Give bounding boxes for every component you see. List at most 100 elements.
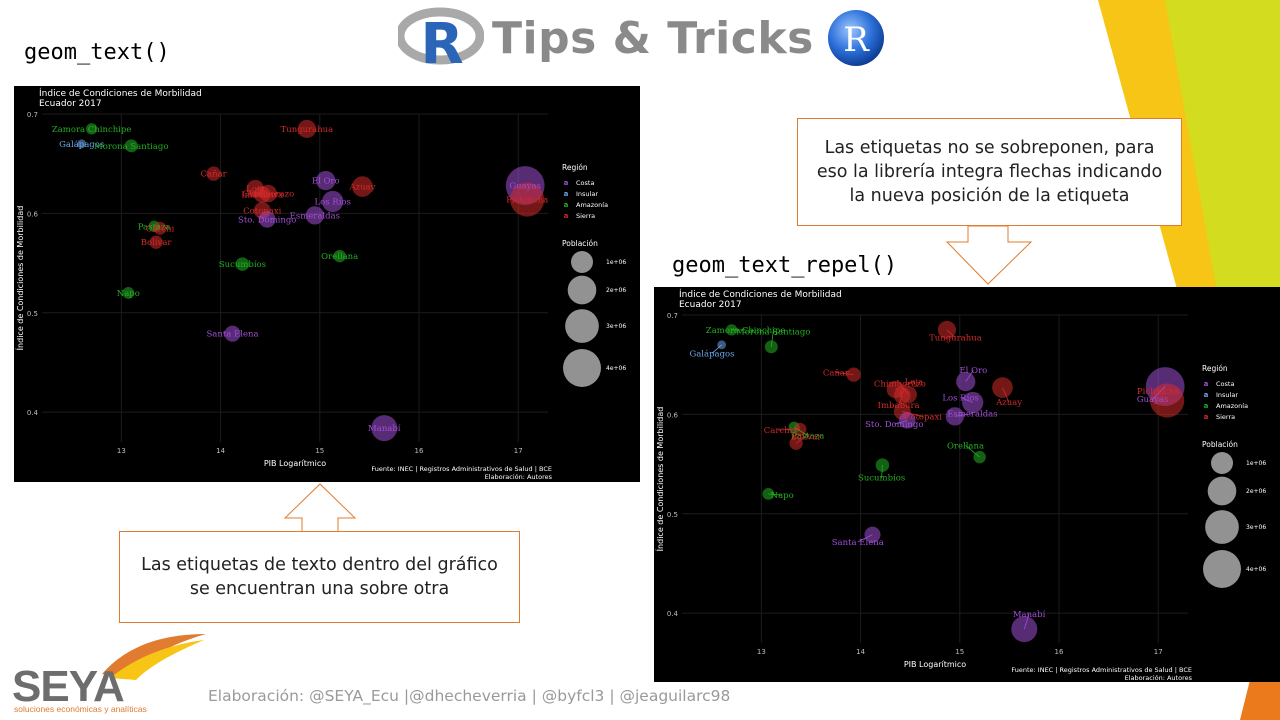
data-point (864, 526, 881, 543)
data-point (77, 139, 87, 149)
label-arrow (857, 534, 873, 543)
data-point (899, 385, 917, 404)
x-tick-label: 14 (216, 447, 225, 455)
legend-size-label: 3e+06 (1246, 524, 1266, 531)
point-label: Guayas (1137, 395, 1169, 405)
seya-logo: SEYA (12, 662, 125, 711)
label-arrow (778, 428, 801, 431)
data-point (510, 182, 545, 217)
chart-geom-text-repel: Índice de Condiciones de Morbilidad Ecuad… (654, 287, 1280, 682)
point-label: Santa Elena (832, 538, 884, 548)
label-arrow (1157, 390, 1168, 401)
point-label: Orellana (947, 441, 984, 451)
point-label: Esmeraldas (290, 211, 340, 221)
data-point (297, 119, 316, 139)
point-label: Chimborazo (242, 190, 294, 200)
slide-title: Tips & Tricks (492, 12, 814, 64)
x-tick-label: 17 (514, 447, 523, 455)
data-point (316, 170, 336, 191)
point-label: Morona Santiago (94, 142, 168, 152)
r-logo-icon: R (398, 7, 484, 70)
point-label: Guayas (509, 182, 541, 192)
point-label: Esmeraldas (947, 410, 997, 420)
point-label: Cañar (823, 368, 850, 378)
y-tick-label: 0.6 (667, 411, 679, 419)
point-label: Bolívar (141, 237, 173, 248)
chart-subtitle: Ecuador 2017 (679, 300, 742, 310)
data-point (258, 211, 276, 228)
legend-size-circle (1211, 452, 1233, 474)
legend-region-swatch: a (1204, 391, 1209, 399)
legend-size-circle (565, 309, 599, 343)
label-arrow (960, 397, 973, 403)
legend-size-label: 4e+06 (606, 365, 626, 372)
point-label: Galápagos (59, 139, 104, 150)
point-label: Manabí (1013, 609, 1046, 620)
y-tick-label: 0.6 (27, 210, 39, 218)
point-label: Tungurahua (281, 125, 334, 135)
point-label: Carchi (146, 224, 175, 234)
data-point (371, 415, 398, 442)
y-axis-label: Índice de Condiciones de Morbilidad (654, 407, 665, 552)
point-label: Cotopaxi (904, 413, 942, 423)
point-label: Loja (246, 185, 264, 195)
data-point (875, 458, 890, 472)
data-point (898, 412, 916, 429)
chart-title: Índice de Condiciones de Morbilidad (39, 87, 202, 99)
legend-size-label: 2e+06 (1246, 488, 1266, 495)
legend-size-label: 1e+06 (606, 259, 626, 266)
point-label: Azuay (348, 183, 375, 193)
label-arrow (1023, 613, 1030, 630)
r-sphere-icon: R (827, 10, 884, 66)
data-point (235, 257, 250, 271)
point-label: El Oro (312, 177, 340, 187)
legend-region-swatch: a (564, 179, 569, 187)
legend-size-label: 3e+06 (606, 323, 626, 330)
point-label: Manabí (368, 423, 401, 434)
seya-swoosh-icon (102, 634, 206, 680)
legend-size-label: 4e+06 (1246, 566, 1266, 573)
label-arrow (768, 493, 783, 496)
x-axis-label: PIB Logarítmico (264, 459, 326, 468)
legend-size-title: Población (1202, 440, 1238, 449)
data-point (333, 249, 346, 263)
x-tick-label: 14 (856, 648, 865, 656)
legend-region-swatch: a (1204, 380, 1209, 388)
legend-size-circle (563, 349, 601, 387)
callout-repel-explanation: Las etiquetas no se sobreponen, para eso… (797, 118, 1182, 226)
y-axis-label: Índice de Condiciones de Morbilidad (14, 206, 25, 351)
point-label: Morona Santiago (736, 327, 810, 337)
point-label: Imbabura (241, 191, 283, 201)
data-point (259, 184, 277, 203)
legend-size-title: Población (562, 239, 598, 248)
point-label: Tungurahua (929, 334, 982, 344)
data-point (206, 166, 221, 181)
lime-stripe-decoration (1165, 0, 1280, 320)
legend-region-swatch: a (564, 190, 569, 198)
data-point (149, 235, 163, 249)
label-arrow (711, 344, 722, 354)
point-label: Orellana (321, 252, 358, 262)
label-arrow (965, 369, 974, 382)
legend-size-circle (1207, 476, 1237, 506)
slide-header: R Tips & Tricks R (398, 6, 886, 70)
chart-subtitle: Ecuador 2017 (39, 99, 102, 109)
point-label: Sto. Domingo (865, 420, 923, 430)
point-label: Napo (771, 491, 794, 501)
y-tick-label: 0.7 (667, 312, 678, 320)
legend-size-circle (571, 251, 593, 273)
point-label: Cañar (201, 170, 228, 180)
legend-region-label: Amazonía (576, 201, 608, 209)
legend-region-swatch: a (1204, 413, 1209, 421)
legend-region-swatch: a (1204, 402, 1209, 410)
legend-size-label: 1e+06 (1246, 460, 1266, 467)
point-label: Santa Elena (206, 330, 258, 340)
x-tick-label: 13 (757, 648, 766, 656)
data-point (762, 488, 775, 500)
data-point (789, 436, 803, 450)
x-axis-label: PIB Logarítmico (904, 660, 966, 669)
label-arrow (898, 395, 903, 406)
data-point (122, 287, 135, 299)
label-arrow (835, 372, 854, 376)
y-tick-label: 0.4 (27, 409, 39, 417)
